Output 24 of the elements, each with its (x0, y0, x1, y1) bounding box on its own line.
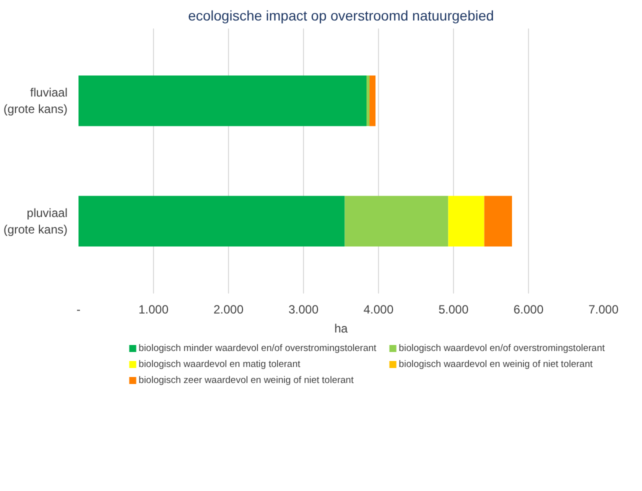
x-tick-label: 2.000 (213, 302, 244, 316)
x-tick-label: 6.000 (513, 302, 544, 316)
x-tick-label: 1.000 (138, 302, 169, 316)
bar (366, 75, 370, 126)
x-tick-label: - (76, 302, 80, 316)
chart-title: ecologische impact op overstroomd natuurgebied (188, 8, 494, 24)
bar (78, 75, 366, 126)
y-tick-label: fluviaal (grote kans) (3, 85, 68, 116)
bar (484, 196, 512, 247)
y-tick-label: pluviaal (grote kans) (3, 206, 68, 237)
legend-label: biologisch zeer waardevol en weinig of niet tolerant (138, 375, 354, 386)
legend-label: biologisch waardevol en/of overstromingstolerant (398, 343, 606, 354)
x-axis-title: ha (334, 322, 348, 336)
x-tick-label: 3.000 (288, 302, 319, 316)
x-tick-label: 7.000 (588, 302, 619, 316)
legend-label: biologisch waardevol en matig tolerant (138, 359, 301, 370)
bar (448, 196, 484, 247)
x-tick-label: 4.000 (363, 302, 394, 316)
x-tick-label: 5.000 (438, 302, 469, 316)
legend-label: biologisch waardevol en weinig of niet tolerant (398, 359, 593, 370)
bar (78, 196, 345, 247)
legend-label: biologisch minder waardevol en/of overstromingstolerant (138, 343, 377, 354)
bar (344, 196, 448, 247)
bar (370, 75, 376, 126)
